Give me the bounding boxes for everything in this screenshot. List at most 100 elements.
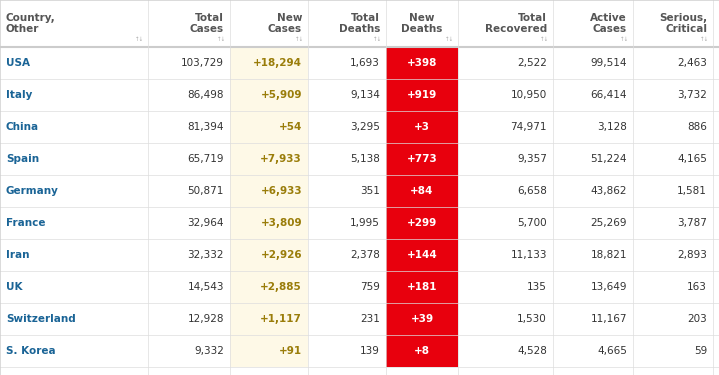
Bar xyxy=(0,271,719,303)
Bar xyxy=(458,0,553,47)
Text: 2,463: 2,463 xyxy=(677,58,707,68)
Bar xyxy=(230,0,308,47)
Text: Italy: Italy xyxy=(6,90,32,100)
Bar xyxy=(0,47,719,79)
Bar xyxy=(386,79,458,111)
Text: 3,295: 3,295 xyxy=(350,122,380,132)
Text: 10,950: 10,950 xyxy=(510,90,547,100)
Text: 886: 886 xyxy=(687,122,707,132)
Text: 9,134: 9,134 xyxy=(350,90,380,100)
Text: 32,332: 32,332 xyxy=(188,250,224,260)
Text: ↑↓: ↑↓ xyxy=(445,37,454,42)
Text: 103,729: 103,729 xyxy=(181,58,224,68)
Bar xyxy=(308,0,386,47)
Text: 66,414: 66,414 xyxy=(590,90,627,100)
Text: ↑↓: ↑↓ xyxy=(540,37,549,42)
Text: 59: 59 xyxy=(694,346,707,356)
Bar xyxy=(386,239,458,271)
Text: +398: +398 xyxy=(407,58,437,68)
Text: 43,862: 43,862 xyxy=(590,186,627,196)
Text: 32,964: 32,964 xyxy=(188,218,224,228)
Text: New
Deaths: New Deaths xyxy=(401,13,443,34)
Text: 135: 135 xyxy=(527,282,547,292)
Text: 9,332: 9,332 xyxy=(194,346,224,356)
Text: 81,394: 81,394 xyxy=(188,122,224,132)
Bar xyxy=(0,175,719,207)
Bar xyxy=(0,79,719,111)
Text: 86,498: 86,498 xyxy=(188,90,224,100)
Text: 18,821: 18,821 xyxy=(590,250,627,260)
Text: 3,732: 3,732 xyxy=(677,90,707,100)
Text: +2,885: +2,885 xyxy=(260,282,302,292)
Text: 1,530: 1,530 xyxy=(517,314,547,324)
Text: +299: +299 xyxy=(407,218,437,228)
Bar xyxy=(230,175,308,207)
Text: 11,133: 11,133 xyxy=(510,250,547,260)
Bar xyxy=(230,143,308,175)
Text: 3,787: 3,787 xyxy=(677,218,707,228)
Bar xyxy=(0,111,719,143)
Text: +1,117: +1,117 xyxy=(260,314,302,324)
Text: +54: +54 xyxy=(279,122,302,132)
Text: +6,933: +6,933 xyxy=(260,186,302,196)
Text: France: France xyxy=(6,218,45,228)
Text: USA: USA xyxy=(6,58,30,68)
Bar xyxy=(230,47,308,79)
Bar xyxy=(386,0,458,47)
Text: Iran: Iran xyxy=(6,250,29,260)
Text: Total
Deaths: Total Deaths xyxy=(339,13,380,34)
Bar xyxy=(386,335,458,367)
Text: 3,128: 3,128 xyxy=(597,122,627,132)
Bar xyxy=(0,143,719,175)
Text: 4,528: 4,528 xyxy=(517,346,547,356)
Text: +84: +84 xyxy=(411,186,434,196)
Bar xyxy=(230,303,308,335)
Bar xyxy=(230,271,308,303)
Text: 351: 351 xyxy=(360,186,380,196)
Text: 5,138: 5,138 xyxy=(350,154,380,164)
Bar xyxy=(0,0,148,47)
Text: +8: +8 xyxy=(414,346,430,356)
Text: 163: 163 xyxy=(687,282,707,292)
Text: ↑↓: ↑↓ xyxy=(700,37,709,42)
Bar xyxy=(386,207,458,239)
Text: 5,700: 5,700 xyxy=(518,218,547,228)
Bar xyxy=(386,271,458,303)
Text: ↑↓: ↑↓ xyxy=(620,37,629,42)
Text: +18,294: +18,294 xyxy=(253,58,302,68)
Text: 11,167: 11,167 xyxy=(590,314,627,324)
Bar xyxy=(230,111,308,143)
Text: 99,514: 99,514 xyxy=(590,58,627,68)
Text: Spain: Spain xyxy=(6,154,39,164)
Bar xyxy=(553,0,633,47)
Text: Total
Recovered: Total Recovered xyxy=(485,13,547,34)
Text: +91: +91 xyxy=(279,346,302,356)
Text: Switzerland: Switzerland xyxy=(6,314,75,324)
Bar xyxy=(386,303,458,335)
Text: +7,933: +7,933 xyxy=(260,154,302,164)
Text: +144: +144 xyxy=(407,250,437,260)
Text: +39: +39 xyxy=(411,314,434,324)
Text: +3,809: +3,809 xyxy=(260,218,302,228)
Text: 25,269: 25,269 xyxy=(590,218,627,228)
Text: ↑↓: ↑↓ xyxy=(134,37,144,42)
Text: 2,522: 2,522 xyxy=(517,58,547,68)
Text: S. Korea: S. Korea xyxy=(6,346,55,356)
Bar xyxy=(230,335,308,367)
Text: ↑↓: ↑↓ xyxy=(216,37,226,42)
Bar xyxy=(0,239,719,271)
Bar xyxy=(386,47,458,79)
Text: 51,224: 51,224 xyxy=(590,154,627,164)
Bar xyxy=(386,175,458,207)
Text: 203: 203 xyxy=(687,314,707,324)
Text: 1,995: 1,995 xyxy=(350,218,380,228)
Text: 4,665: 4,665 xyxy=(597,346,627,356)
Text: 231: 231 xyxy=(360,314,380,324)
Text: 2,893: 2,893 xyxy=(677,250,707,260)
Bar xyxy=(0,207,719,239)
Bar xyxy=(148,0,230,47)
Text: 12,928: 12,928 xyxy=(188,314,224,324)
Bar xyxy=(386,111,458,143)
Bar xyxy=(230,239,308,271)
Text: +3: +3 xyxy=(414,122,430,132)
